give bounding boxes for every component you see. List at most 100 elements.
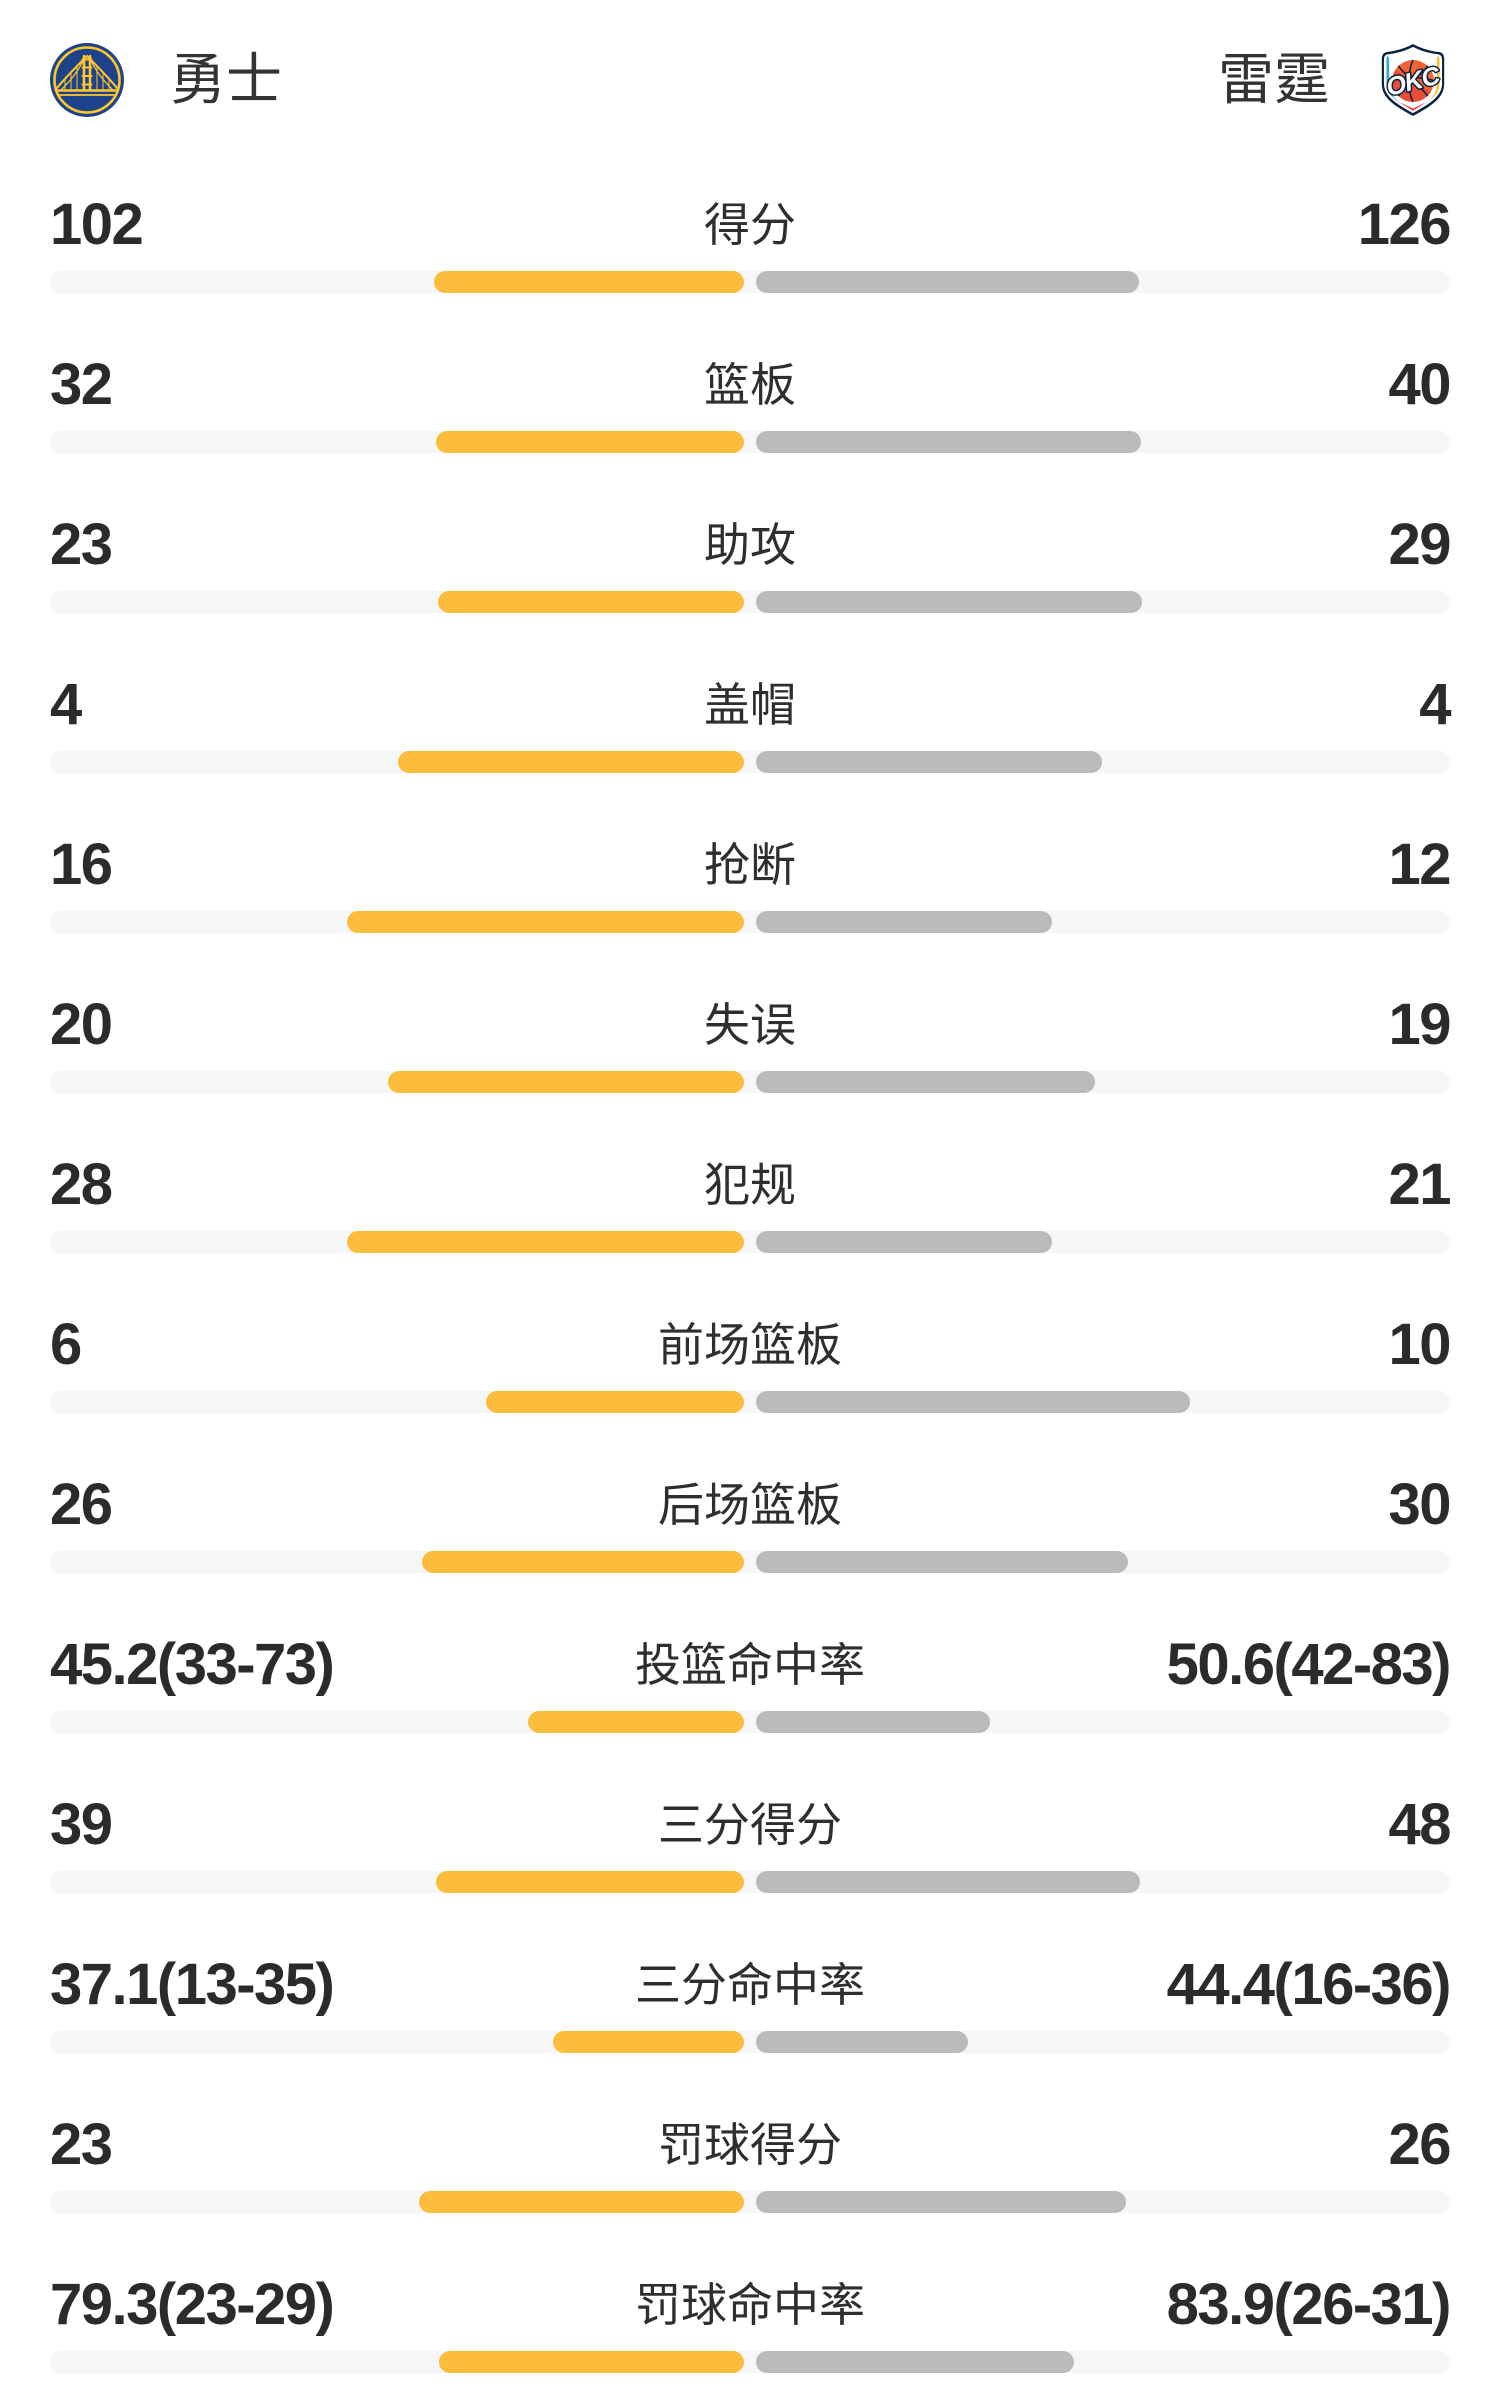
stat-row: 28 犯规 21 [50,1105,1451,1265]
away-bar [756,2191,1126,2213]
stat-row: 32 篮板 40 [50,305,1451,465]
home-value: 79.3(23-29) [50,2272,335,2337]
stat-bar-track [50,2191,1450,2213]
stat-bar-track [50,1071,1450,1093]
away-bar [756,591,1142,613]
stats-rows: 102 得分 126 32 篮板 40 23 助攻 29 [50,145,1452,2385]
stat-label: 三分命中率 [635,1959,865,2011]
stat-label: 前场篮板 [658,1319,842,1371]
away-bar [756,1071,1095,1093]
home-bar [388,1071,744,1093]
home-bar [438,591,744,613]
stat-bar-track [50,1871,1450,1893]
home-value: 23 [50,2112,113,2177]
home-bar [347,1231,744,1253]
away-value: 50.6(42-83) [1166,1632,1452,1697]
away-value: 40 [1388,352,1451,417]
stat-label: 盖帽 [704,679,796,731]
home-bar [528,1711,744,1733]
away-bar [756,1871,1140,1893]
stat-label: 篮板 [704,359,796,411]
away-bar [756,1711,990,1733]
away-value: 19 [1388,992,1451,1057]
home-value: 102 [50,192,144,257]
home-bar [434,271,744,293]
stat-bar-track [50,1231,1450,1253]
home-bar [422,1551,744,1573]
stat-label: 罚球命中率 [635,2279,865,2331]
home-value: 4 [50,672,82,737]
home-value: 28 [50,1152,113,1217]
stat-label: 三分得分 [658,1799,842,1851]
home-value: 16 [50,832,113,897]
away-bar [756,2351,1074,2373]
stat-bar-track [50,1551,1450,1573]
home-bar [347,911,744,933]
stat-label: 助攻 [704,519,796,571]
stat-bar-track [50,911,1450,933]
away-bar [756,2031,968,2053]
stat-bar-track [50,2351,1450,2373]
away-value: 126 [1357,192,1452,257]
stat-bar-track [50,1391,1450,1413]
away-bar [756,1391,1190,1413]
away-value: 29 [1388,512,1451,577]
stat-row: 39 三分得分 48 [50,1745,1451,1905]
stat-label: 罚球得分 [658,2119,842,2171]
home-bar [419,2191,744,2213]
home-bar [486,1391,744,1413]
away-value: 4 [1419,672,1451,737]
home-bar [398,751,744,773]
away-value: 30 [1388,1472,1451,1537]
stat-row: 37.1(13-35) 三分命中率 44.4(16-36) [50,1905,1452,2065]
away-bar [756,1551,1128,1573]
stat-row: 16 抢断 12 [50,785,1451,945]
away-value: 12 [1388,832,1451,897]
away-bar [756,1231,1052,1253]
home-value: 20 [50,992,113,1057]
stat-row: 4 盖帽 4 [50,625,1451,785]
team-home[interactable]: 勇士 [50,42,282,118]
stat-bar-track [50,271,1450,293]
stat-bar-track [50,591,1450,613]
away-value: 48 [1388,1792,1451,1857]
home-bar [553,2031,744,2053]
header: 勇士 雷霆 OKC [50,0,1450,145]
stat-row: 23 罚球得分 26 [50,2065,1451,2225]
away-team-name: 雷霆 [1218,47,1330,111]
away-bar [756,431,1141,453]
home-value: 39 [50,1792,113,1857]
stat-bar-track [50,1711,1450,1733]
stat-row: 26 后场篮板 30 [50,1425,1451,1585]
home-value: 32 [50,352,113,417]
okc-thunder-logo-icon: OKC [1381,43,1445,116]
home-value: 45.2(33-73) [50,1632,335,1697]
stat-label: 犯规 [704,1159,796,1211]
stat-bar-track [50,431,1450,453]
home-value: 26 [50,1472,113,1537]
home-value: 23 [50,512,113,577]
stat-label: 后场篮板 [658,1479,842,1531]
away-value: 83.9(26-31) [1166,2272,1452,2337]
stat-row: 20 失误 19 [50,945,1451,1105]
team-away[interactable]: 雷霆 OKC [1218,42,1450,118]
stat-row: 45.2(33-73) 投篮命中率 50.6(42-83) [50,1585,1452,1745]
home-value: 6 [50,1312,82,1377]
stat-row: 79.3(23-29) 罚球命中率 83.9(26-31) [50,2225,1452,2385]
stat-bar-track [50,2031,1450,2053]
stat-label: 失误 [704,999,796,1051]
stat-label: 得分 [704,199,796,251]
away-bar [756,911,1052,933]
warriors-logo-icon [50,42,124,117]
stat-label: 抢断 [704,839,796,891]
away-value: 21 [1388,1152,1451,1217]
home-value: 37.1(13-35) [50,1952,335,2017]
away-bar [756,271,1139,293]
home-bar [439,2351,744,2373]
away-bar [756,751,1102,773]
away-value: 44.4(16-36) [1166,1952,1452,2017]
home-bar [436,1871,744,1893]
home-team-name: 勇士 [170,47,282,111]
stat-row: 6 前场篮板 10 [50,1265,1451,1425]
